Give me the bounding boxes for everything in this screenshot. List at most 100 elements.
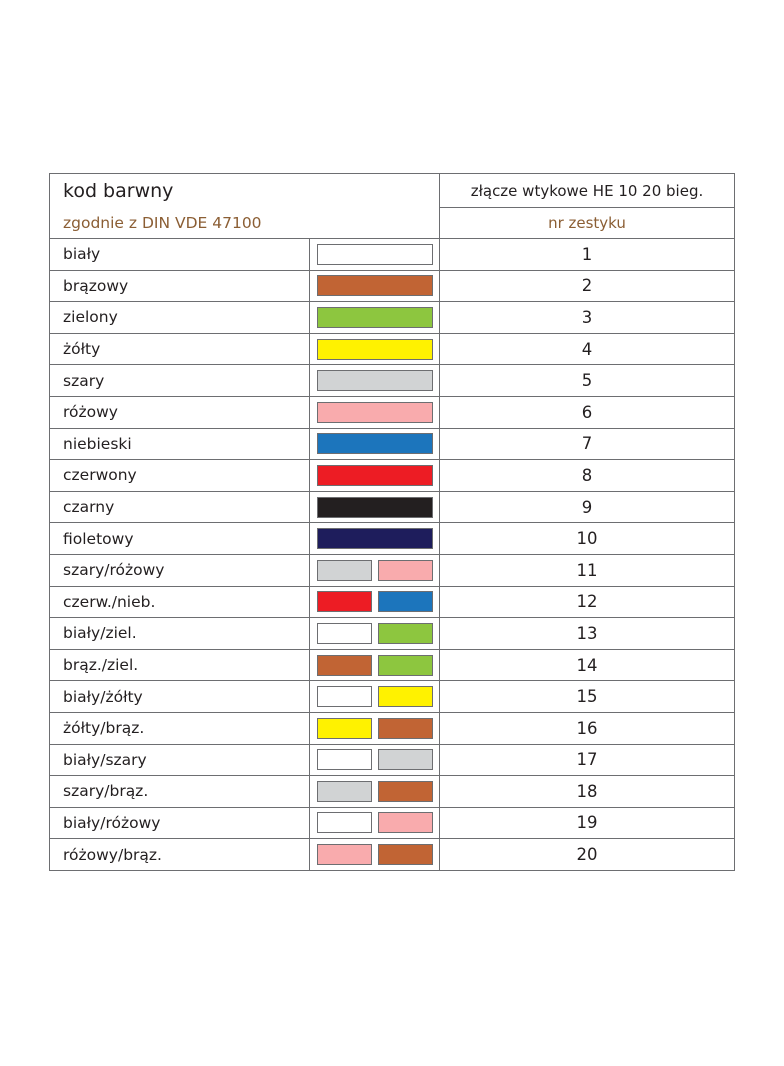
swatch-group	[310, 275, 439, 297]
color-name: żółty	[49, 332, 310, 366]
table-row: brązowy 2	[49, 269, 735, 303]
color-name: różowy	[49, 395, 310, 429]
color-swatch	[316, 749, 372, 771]
color-swatch-cell	[309, 301, 440, 334]
color-swatch	[316, 654, 372, 676]
pin-number: 17	[439, 743, 735, 777]
color-swatch	[316, 559, 372, 581]
color-swatch	[377, 812, 433, 834]
table-row: zielony 3	[49, 301, 735, 334]
color-swatch	[377, 844, 433, 866]
color-swatch	[316, 622, 372, 644]
color-name: szary	[49, 364, 310, 397]
color-rows: biały 1 brązowy 2 zielony 3 żółty 4 szary 5 różowy…	[49, 238, 735, 871]
pin-number: 11	[439, 553, 735, 587]
color-swatch-cell	[309, 775, 440, 808]
color-swatch-cell	[309, 743, 440, 777]
color-swatch	[316, 275, 433, 297]
pin-number: 2	[439, 269, 735, 303]
set-number-label: nr zestyku	[439, 207, 735, 239]
header-row-bottom: zgodnie z DIN VDE 47100 nr zestyku	[49, 207, 735, 239]
color-swatch	[316, 528, 433, 550]
color-name: biały/żółty	[49, 680, 310, 713]
color-name: brąz./ziel.	[49, 648, 310, 682]
table-row: brąz./ziel. 14	[49, 648, 735, 682]
pin-number: 8	[439, 459, 735, 492]
color-name: szary/brąz.	[49, 775, 310, 808]
pin-number: 15	[439, 680, 735, 713]
table-subtitle: zgodnie z DIN VDE 47100	[49, 207, 440, 239]
color-swatch-cell	[309, 459, 440, 492]
color-name: żółty/brąz.	[49, 711, 310, 745]
color-swatch	[316, 306, 433, 328]
color-name: biały	[49, 238, 310, 271]
table-title: kod barwny	[49, 173, 440, 208]
color-code-document: kod barwny złącze wtykowe HE 10 20 bieg.…	[49, 173, 735, 871]
table-row: czerwony 8	[49, 459, 735, 492]
table-row: szary/brąz. 18	[49, 775, 735, 808]
swatch-group	[310, 686, 439, 708]
table-row: biały 1	[49, 238, 735, 271]
color-swatch	[316, 780, 372, 802]
pin-number: 14	[439, 648, 735, 682]
color-swatch	[316, 496, 433, 518]
pin-number: 18	[439, 775, 735, 808]
color-swatch	[316, 243, 433, 265]
color-swatch-cell	[309, 617, 440, 650]
color-name: czarny	[49, 490, 310, 524]
color-name: biały/ziel.	[49, 617, 310, 650]
color-swatch-cell	[309, 553, 440, 587]
table-row: biały/ziel. 13	[49, 617, 735, 650]
color-swatch	[377, 654, 433, 676]
connector-label: złącze wtykowe HE 10 20 bieg.	[439, 173, 735, 208]
swatch-group	[310, 338, 439, 360]
header-row-top: kod barwny złącze wtykowe HE 10 20 bieg.	[49, 173, 735, 208]
table-row: szary 5	[49, 364, 735, 397]
table-row: różowy/brąz. 20	[49, 838, 735, 871]
color-swatch-cell	[309, 395, 440, 429]
color-name: fioletowy	[49, 522, 310, 555]
color-name: różowy/brąz.	[49, 838, 310, 871]
swatch-group	[310, 528, 439, 550]
swatch-group	[310, 306, 439, 328]
color-swatch-cell	[309, 648, 440, 682]
table-row: fioletowy 10	[49, 522, 735, 555]
pin-number: 9	[439, 490, 735, 524]
color-swatch	[377, 749, 433, 771]
pin-number: 7	[439, 427, 735, 461]
color-swatch	[316, 591, 372, 613]
swatch-group	[310, 749, 439, 771]
color-swatch	[316, 464, 433, 486]
pin-number: 3	[439, 301, 735, 334]
pin-number: 4	[439, 332, 735, 366]
color-swatch	[316, 844, 372, 866]
swatch-group	[310, 622, 439, 644]
color-name: biały/szary	[49, 743, 310, 777]
swatch-group	[310, 243, 439, 265]
pin-number: 16	[439, 711, 735, 745]
swatch-group	[310, 464, 439, 486]
color-swatch	[316, 338, 433, 360]
color-name: zielony	[49, 301, 310, 334]
color-swatch	[316, 717, 372, 739]
color-swatch-cell	[309, 238, 440, 271]
table-row: niebieski 7	[49, 427, 735, 461]
color-code-table: kod barwny złącze wtykowe HE 10 20 bieg.…	[49, 173, 735, 871]
swatch-group	[310, 370, 439, 392]
color-swatch	[377, 559, 433, 581]
table-row: biały/żółty 15	[49, 680, 735, 713]
color-name: biały/różowy	[49, 806, 310, 840]
color-swatch	[316, 433, 433, 455]
table-row: żółty 4	[49, 332, 735, 366]
table-row: biały/szary 17	[49, 743, 735, 777]
table-row: żółty/brąz. 16	[49, 711, 735, 745]
color-swatch	[316, 812, 372, 834]
color-name: niebieski	[49, 427, 310, 461]
swatch-group	[310, 717, 439, 739]
table-row: różowy 6	[49, 395, 735, 429]
color-swatch-cell	[309, 680, 440, 713]
pin-number: 10	[439, 522, 735, 555]
swatch-group	[310, 591, 439, 613]
table-row: szary/różowy 11	[49, 553, 735, 587]
pin-number: 5	[439, 364, 735, 397]
